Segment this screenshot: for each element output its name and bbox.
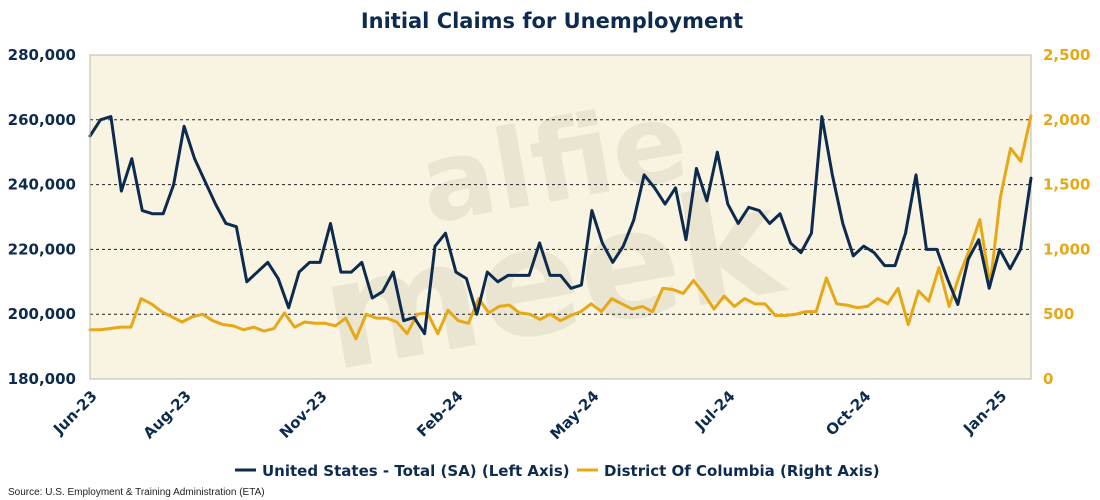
- right-tick-label: 500: [1043, 305, 1074, 323]
- right-tick-label: 2,500: [1043, 46, 1090, 64]
- gridlines: [90, 119, 1031, 315]
- source-note: Source: U.S. Employment & Training Admin…: [8, 487, 265, 498]
- x-tick-label: Aug-23: [140, 387, 195, 442]
- right-axis-ticks: 0 500 1,000 1,500 2,000 2,500: [1043, 46, 1090, 388]
- series-line-district-of-columbia: [88, 114, 1033, 341]
- right-tick-label: 1,500: [1043, 176, 1090, 194]
- left-tick-label: 260,000: [8, 111, 76, 129]
- x-tick-label: Feb-24: [413, 387, 466, 440]
- plot-area: [89, 54, 1032, 380]
- legend-label-us: United States - Total (SA) (Left Axis): [262, 462, 570, 480]
- legend-label-dc: District Of Columbia (Right Axis): [604, 462, 880, 480]
- x-tick-label: Jul-24: [691, 387, 739, 435]
- left-tick-label: 240,000: [8, 176, 76, 194]
- x-tick-label: May-24: [546, 387, 602, 443]
- left-tick-label: 180,000: [8, 370, 76, 388]
- left-tick-label: 200,000: [8, 305, 76, 323]
- legend: United States - Total (SA) (Left Axis) D…: [235, 462, 880, 480]
- left-axis-ticks: 180,000 200,000 220,000 240,000 260,000 280,0…: [8, 46, 76, 388]
- left-tick-label: 280,000: [8, 46, 76, 64]
- right-tick-label: 0: [1043, 370, 1053, 388]
- x-tick-label: Nov-23: [276, 387, 331, 442]
- right-tick-label: 1,000: [1043, 240, 1090, 258]
- x-tick-label: Jun-23: [49, 387, 101, 439]
- series-layer: [88, 114, 1033, 341]
- x-tick-label: Oct-24: [822, 387, 874, 439]
- x-tick-label: Jan-25: [959, 387, 1010, 438]
- chart-title: Initial Claims for Unemployment: [361, 9, 743, 33]
- right-tick-label: 2,000: [1043, 111, 1090, 129]
- x-axis-ticks: Jun-23 Aug-23 Nov-23 Feb-24 May-24 Jul-24 Oct-…: [49, 387, 1010, 443]
- left-tick-label: 220,000: [8, 240, 76, 258]
- series-line-us-total: [88, 115, 1033, 336]
